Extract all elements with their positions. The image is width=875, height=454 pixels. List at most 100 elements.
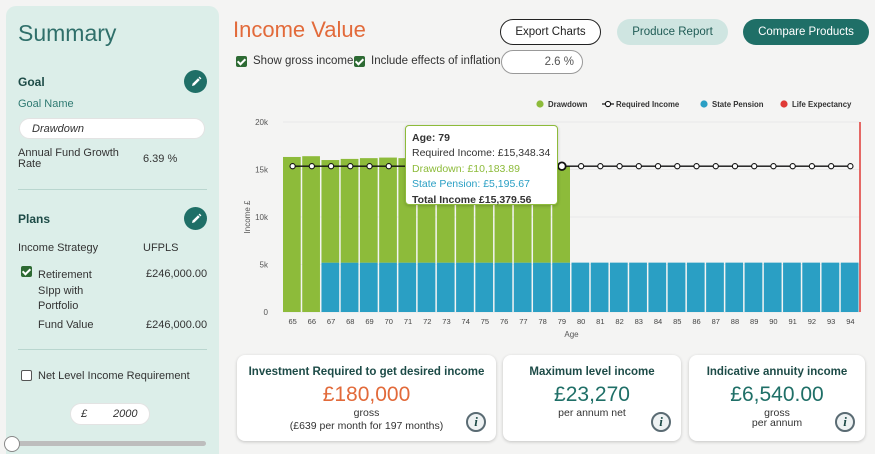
plans-heading: Plans bbox=[18, 212, 51, 226]
required-income-point bbox=[289, 163, 296, 170]
info-icon[interactable]: i bbox=[466, 412, 486, 432]
bar-state-pension bbox=[340, 262, 359, 312]
bar-state-pension bbox=[783, 262, 801, 312]
bar-state-pension bbox=[686, 262, 705, 312]
plan-name-line-2: SIpp with bbox=[38, 284, 84, 297]
y-tick-label: 15k bbox=[255, 166, 269, 175]
inflation-rate-field[interactable]: 2.6 % bbox=[501, 50, 583, 74]
required-income-point bbox=[808, 163, 816, 170]
bar-state-pension bbox=[513, 262, 532, 312]
net-level-income-checkbox[interactable] bbox=[21, 370, 32, 381]
tooltip-drawdown: Drawdown: £10,183.89 bbox=[412, 162, 520, 175]
bar-drawdown bbox=[340, 158, 359, 263]
info-icon[interactable]: i bbox=[835, 412, 855, 432]
x-tick-label: 76 bbox=[500, 317, 508, 326]
bar-state-pension bbox=[379, 262, 397, 312]
x-tick-label: 71 bbox=[404, 317, 412, 326]
net-level-income-label: Net Level Income Requirement bbox=[38, 370, 190, 382]
plan-name-line-3: Portfolio bbox=[38, 300, 79, 312]
card-title: Maximum level income bbox=[529, 366, 655, 378]
divider bbox=[18, 349, 207, 350]
x-tick-label: 75 bbox=[481, 317, 489, 326]
info-icon[interactable]: i bbox=[651, 412, 671, 432]
x-tick-label: 81 bbox=[596, 317, 604, 326]
x-tick-label: 73 bbox=[442, 317, 450, 326]
goal-name-field[interactable]: Drawdown bbox=[19, 118, 205, 139]
export-charts-button[interactable]: Export Charts bbox=[500, 19, 601, 45]
bar-state-pension bbox=[359, 262, 378, 312]
x-tick-label: 72 bbox=[423, 317, 431, 326]
x-tick-label: 67 bbox=[327, 317, 335, 326]
x-tick-label: 94 bbox=[846, 317, 854, 326]
x-tick-label: 83 bbox=[635, 317, 643, 326]
bar-state-pension bbox=[590, 262, 609, 312]
required-income-point bbox=[557, 161, 567, 171]
bar-state-pension bbox=[629, 262, 647, 312]
x-tick-label: 92 bbox=[808, 317, 816, 326]
card-subtext: per annum bbox=[751, 417, 803, 429]
x-tick-label: 90 bbox=[769, 317, 777, 326]
required-income-point bbox=[731, 163, 739, 170]
x-tick-label: 82 bbox=[615, 317, 623, 326]
legend-marker bbox=[604, 100, 612, 108]
bar-state-pension bbox=[840, 262, 859, 312]
retirement-plan-checkbox[interactable] bbox=[21, 266, 32, 277]
x-tick-label: 70 bbox=[385, 317, 393, 326]
fund-value: £246,000.00 bbox=[146, 319, 208, 331]
goal-name-label: Goal Name bbox=[18, 98, 74, 110]
growth-rate-label: Annual Fund Growth Rate bbox=[18, 148, 119, 170]
x-tick-label: 74 bbox=[462, 317, 470, 326]
show-gross-income-checkbox[interactable] bbox=[236, 56, 247, 67]
card-value: £6,540.00 bbox=[730, 383, 824, 406]
card-title: Investment Required to get desired incom… bbox=[248, 366, 485, 378]
required-income-point bbox=[308, 163, 315, 170]
bar-state-pension bbox=[321, 262, 340, 312]
growth-rate-label-line-1: Annual Fund Growth bbox=[18, 147, 119, 159]
bar-state-pension bbox=[725, 262, 744, 312]
currency-symbol: £ bbox=[81, 408, 88, 420]
x-tick-label: 77 bbox=[519, 317, 527, 326]
required-income-point bbox=[616, 163, 623, 170]
edit-goal-button[interactable] bbox=[184, 70, 207, 93]
x-tick-label: 66 bbox=[308, 317, 316, 326]
required-income-point bbox=[347, 163, 354, 170]
y-tick-label: 10k bbox=[255, 213, 269, 222]
bar-state-pension bbox=[744, 262, 763, 312]
x-tick-label: 91 bbox=[789, 317, 797, 326]
x-tick-label: 88 bbox=[731, 317, 739, 326]
show-gross-income-label: Show gross income bbox=[253, 55, 354, 67]
legend-marker bbox=[780, 100, 788, 108]
card-subtext: (£639 per month for 197 months) bbox=[289, 420, 444, 432]
income-chart: 0 5k 10k 15k 20k Income £ 65 66 67 68 69 70 71 72 73 74… bbox=[238, 94, 868, 346]
x-tick-label: 65 bbox=[288, 317, 296, 326]
required-income-point bbox=[654, 163, 662, 170]
net-income-slider-handle[interactable] bbox=[4, 436, 20, 452]
net-income-field[interactable]: £ 2000 bbox=[70, 403, 150, 425]
include-inflation-label: Include effects of inflation bbox=[371, 55, 501, 67]
bar-state-pension bbox=[763, 262, 782, 312]
produce-report-button[interactable]: Produce Report bbox=[617, 19, 728, 45]
card-value: £180,000 bbox=[322, 383, 411, 406]
net-income-slider-track[interactable] bbox=[12, 441, 206, 446]
required-income-point bbox=[789, 163, 796, 170]
growth-rate-value: 6.39 % bbox=[143, 153, 178, 165]
legend-label: Drawdown bbox=[548, 100, 588, 109]
card-subtext: per annum net bbox=[558, 407, 626, 419]
bar-state-pension bbox=[398, 262, 417, 312]
required-income-point bbox=[674, 163, 681, 170]
pencil-icon bbox=[191, 213, 201, 223]
investment-required-card: Investment Required to get desired incom… bbox=[237, 355, 496, 441]
required-income-point bbox=[597, 163, 604, 170]
page-title: Income Value bbox=[233, 17, 366, 42]
bar-state-pension bbox=[552, 262, 570, 312]
growth-rate-label-line-2: Rate bbox=[18, 158, 42, 170]
card-subtext: gross bbox=[764, 407, 790, 419]
bar-state-pension bbox=[609, 262, 628, 312]
compare-products-button[interactable]: Compare Products bbox=[743, 19, 869, 45]
pencil-icon bbox=[191, 76, 201, 86]
include-inflation-checkbox[interactable] bbox=[354, 56, 365, 67]
card-value: £23,270 bbox=[554, 383, 630, 406]
y-tick-label: 0 bbox=[264, 308, 269, 317]
edit-plans-button[interactable] bbox=[184, 207, 207, 230]
required-income-point bbox=[577, 163, 585, 170]
